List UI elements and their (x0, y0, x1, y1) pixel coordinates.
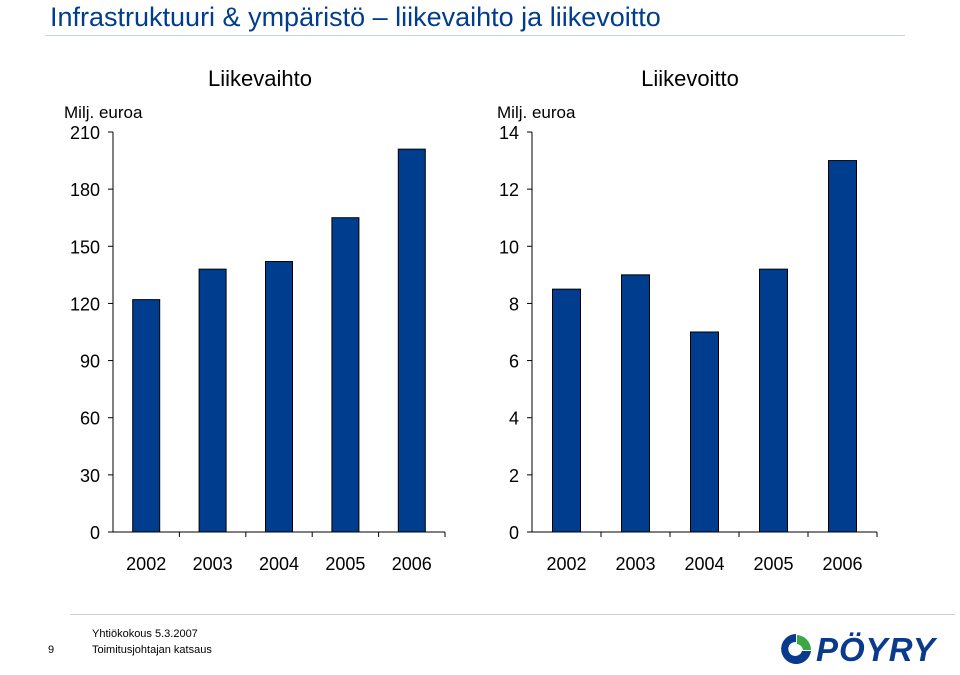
y-tick-label: 4 (509, 409, 519, 429)
y-tick-label: 180 (70, 180, 100, 200)
logo-wordmark: PÖYRY (816, 631, 936, 668)
y-tick-label: 30 (80, 466, 100, 486)
y-tick-label: 6 (509, 352, 519, 372)
y-tick-label: 150 (70, 237, 100, 257)
bar (621, 274, 650, 533)
x-tick-label: 2003 (615, 554, 655, 574)
poyry-logo: PÖYRY (778, 631, 953, 669)
bar (397, 148, 426, 533)
x-tick-label: 2002 (126, 554, 166, 574)
chart-title: Liikevaihto (208, 66, 312, 91)
y-tick-label: 2 (509, 466, 519, 486)
y-tick-label: 12 (499, 180, 519, 200)
bar (690, 331, 719, 533)
y-tick-label: 8 (509, 294, 519, 314)
poyry-logo-icon (781, 634, 812, 664)
bar (331, 217, 360, 533)
x-tick-label: 2006 (392, 554, 432, 574)
x-tick-label: 2004 (684, 554, 724, 574)
x-tick-label: 2002 (546, 554, 586, 574)
bar (265, 261, 293, 533)
y-unit-label: Milj. euroa (497, 103, 576, 122)
x-tick-label: 2006 (822, 554, 862, 574)
x-tick-label: 2004 (259, 554, 299, 574)
y-tick-label: 0 (90, 523, 100, 543)
bar (552, 288, 581, 533)
y-tick-label: 90 (80, 352, 100, 372)
y-tick-label: 0 (509, 523, 519, 543)
y-tick-label: 210 (70, 123, 100, 143)
bar (759, 268, 788, 533)
liikevoitto-chart: Liikevoitto Milj. euroa 0 2 4 6 8 10 12 14 2002 200… (497, 66, 878, 574)
footer-event: Yhtiökokous 5.3.2007 (92, 628, 198, 640)
y-tick-label: 14 (499, 123, 519, 143)
x-tick-label: 2005 (325, 554, 365, 574)
page-title: Infrastruktuuri & ympäristö – liikevaiht… (50, 2, 661, 32)
title-divider (45, 35, 905, 36)
bar (828, 160, 857, 533)
page-number: 9 (48, 644, 55, 656)
x-tick-label: 2005 (753, 554, 793, 574)
x-tick-label: 2003 (193, 554, 233, 574)
chart-title: Liikevoitto (641, 66, 739, 91)
y-tick-label: 10 (499, 237, 519, 257)
bar (198, 268, 227, 533)
y-tick-label: 60 (80, 409, 100, 429)
footer-divider (70, 614, 955, 615)
y-tick-label: 120 (70, 294, 100, 314)
y-unit-label: Milj. euroa (64, 103, 143, 122)
bar (132, 299, 161, 533)
footer-subtitle: Toimitusjohtajan katsaus (92, 644, 212, 656)
liikevaihto-chart: Liikevaihto Milj. euroa 0 30 60 90 120 150 180 21… (64, 66, 446, 574)
